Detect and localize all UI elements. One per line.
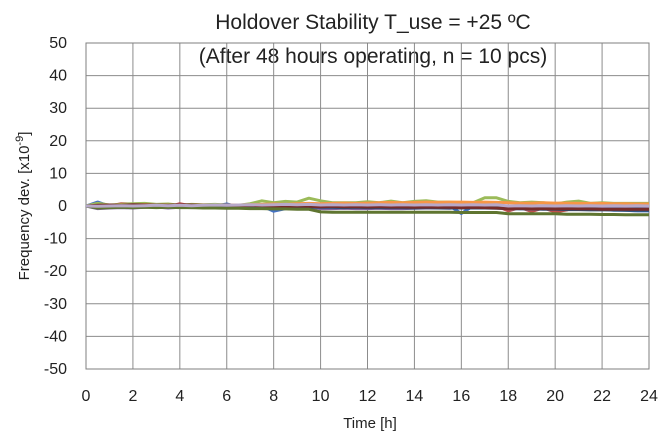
y-axis-label-exponent: -9 <box>14 136 26 146</box>
y-axis-label: Frequency dev. [x10-9] <box>14 132 33 281</box>
y-axis-label-close: ] <box>16 132 33 136</box>
x-tick-label: 0 <box>82 388 91 405</box>
y-axis-label-main: Frequency dev. [x10 <box>16 146 33 281</box>
x-tick-label: 2 <box>128 388 137 405</box>
chart-title: Holdover Stability T_use = +25 ºC <box>215 11 530 34</box>
y-tick-label: 20 <box>49 133 67 150</box>
x-tick-label: 14 <box>406 388 424 405</box>
x-tick-label: 12 <box>359 388 377 405</box>
y-axis-ticks: 50 40 30 20 10 0 -10 -20 -30 -40 -50 <box>44 35 67 378</box>
y-tick-label: 0 <box>58 198 67 215</box>
x-axis-label: Time [h] <box>343 415 397 432</box>
y-tick-label: -40 <box>44 328 67 345</box>
x-tick-label: 22 <box>593 388 611 405</box>
x-tick-label: 8 <box>269 388 278 405</box>
y-tick-label: 10 <box>49 165 67 182</box>
x-tick-label: 4 <box>175 388 184 405</box>
x-axis-ticks: 0 2 4 6 8 10 12 14 16 18 20 22 24 <box>82 388 658 405</box>
y-tick-label: 40 <box>49 68 67 85</box>
x-tick-label: 24 <box>640 388 658 405</box>
x-tick-label: 10 <box>312 388 330 405</box>
y-tick-label: -30 <box>44 296 67 313</box>
x-tick-label: 18 <box>499 388 517 405</box>
series-lines <box>85 196 650 217</box>
chart-subtitle: (After 48 hours operating, n = 10 pcs) <box>199 45 547 68</box>
y-tick-label: -50 <box>44 361 67 378</box>
y-tick-label: 50 <box>49 35 67 52</box>
x-tick-label: 16 <box>452 388 470 405</box>
x-tick-label: 20 <box>546 388 564 405</box>
series-line-9 <box>85 204 649 217</box>
y-tick-label: -20 <box>44 263 67 280</box>
y-tick-label: 30 <box>49 100 67 117</box>
x-tick-label: 6 <box>222 388 231 405</box>
y-tick-label: -10 <box>44 231 67 248</box>
series-line-10 <box>85 202 650 208</box>
